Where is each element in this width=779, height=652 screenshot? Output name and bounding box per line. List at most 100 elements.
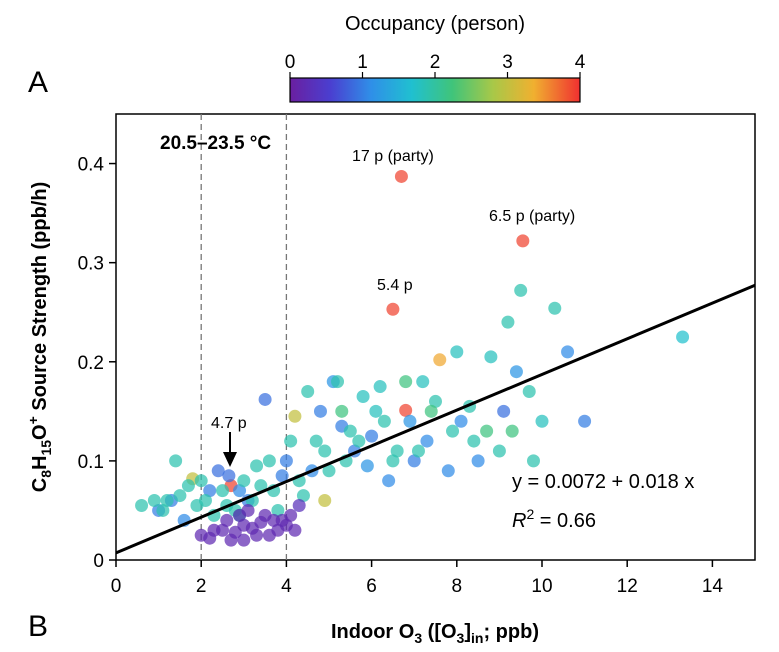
x-tick-label: 0 bbox=[111, 576, 122, 597]
data-point bbox=[147, 494, 161, 508]
data-point bbox=[331, 375, 345, 389]
data-point bbox=[267, 513, 281, 527]
data-point bbox=[535, 414, 549, 428]
colorbar-ticks: 0 1 2 3 4 bbox=[285, 52, 586, 78]
annotation-5-4p: 5.4 p bbox=[377, 277, 413, 294]
data-point bbox=[173, 489, 187, 503]
data-point bbox=[356, 389, 370, 403]
panel-label-b: B bbox=[28, 610, 49, 643]
data-point bbox=[578, 414, 592, 428]
data-point bbox=[254, 479, 268, 493]
panel-label-a: A bbox=[28, 66, 49, 99]
data-point bbox=[450, 345, 464, 359]
data-point bbox=[390, 444, 404, 458]
colorbar-title: Occupancy (person) bbox=[345, 13, 525, 35]
colorbar-tick-label: 0 bbox=[285, 52, 296, 73]
data-point bbox=[335, 404, 349, 418]
x-tick-label: 4 bbox=[281, 576, 292, 597]
r-squared: R2 = 0.66 bbox=[512, 506, 596, 532]
data-point bbox=[288, 409, 302, 423]
colorbar-tick-label: 4 bbox=[575, 52, 586, 73]
colorbar-tick-label: 3 bbox=[502, 52, 513, 73]
data-point bbox=[181, 479, 195, 493]
data-point bbox=[194, 474, 208, 488]
data-point bbox=[190, 498, 204, 512]
data-point bbox=[416, 375, 430, 389]
data-point bbox=[467, 434, 481, 448]
data-point bbox=[160, 494, 174, 508]
colorbar-tick-label: 1 bbox=[357, 52, 368, 73]
data-point bbox=[377, 414, 391, 428]
data-point bbox=[284, 434, 298, 448]
data-point bbox=[203, 484, 217, 498]
colorbar-tick-label: 2 bbox=[430, 52, 441, 73]
data-point bbox=[429, 394, 442, 408]
data-point bbox=[207, 523, 221, 537]
arrow-icon bbox=[223, 432, 237, 467]
y-axis-ticks: 0 0.1 0.2 0.3 0.4 bbox=[78, 155, 116, 572]
data-point bbox=[156, 503, 170, 517]
data-point bbox=[424, 404, 438, 418]
data-point bbox=[216, 484, 229, 498]
y-tick-label: 0 bbox=[93, 551, 104, 572]
data-point bbox=[394, 169, 408, 183]
data-point bbox=[292, 498, 306, 512]
y-tick-label: 0.3 bbox=[78, 254, 104, 275]
data-point bbox=[480, 424, 494, 438]
data-point bbox=[492, 444, 506, 458]
data-point bbox=[211, 464, 225, 478]
data-point bbox=[313, 404, 327, 418]
annotation-4-7p: 4.7 p bbox=[211, 415, 247, 432]
x-axis-label: Indoor O3 ([O3]in; ppb) bbox=[331, 621, 539, 646]
data-point bbox=[399, 375, 413, 389]
data-point bbox=[318, 444, 332, 458]
y-tick-label: 0.1 bbox=[78, 452, 104, 473]
data-point bbox=[237, 474, 251, 488]
fit-equation: y = 0.0072 + 0.018 x bbox=[512, 471, 694, 493]
data-point bbox=[407, 454, 421, 468]
data-point bbox=[505, 424, 519, 438]
data-point bbox=[222, 469, 236, 483]
data-point bbox=[433, 353, 447, 367]
data-point bbox=[301, 385, 315, 399]
y-tick-label: 0.2 bbox=[78, 353, 104, 374]
data-point bbox=[233, 484, 247, 498]
data-point bbox=[509, 365, 523, 379]
x-axis-ticks: 0 2 4 6 8 10 12 14 bbox=[111, 560, 723, 597]
data-point bbox=[250, 528, 264, 542]
data-point bbox=[250, 459, 264, 473]
data-point bbox=[318, 494, 332, 508]
colorbar: Occupancy (person) 0 1 2 3 4 bbox=[285, 13, 586, 103]
data-point bbox=[676, 330, 690, 344]
data-point bbox=[360, 459, 374, 473]
data-point bbox=[369, 404, 383, 418]
x-tick-label: 10 bbox=[531, 576, 552, 597]
data-point bbox=[365, 429, 379, 443]
data-point bbox=[516, 234, 530, 248]
data-points bbox=[135, 169, 690, 547]
data-point bbox=[522, 385, 536, 399]
data-point bbox=[284, 508, 298, 522]
data-point bbox=[279, 454, 293, 468]
data-point bbox=[471, 454, 485, 468]
data-point bbox=[526, 454, 540, 468]
data-point bbox=[271, 503, 285, 517]
data-point bbox=[514, 283, 528, 297]
data-point bbox=[441, 464, 455, 478]
data-point bbox=[548, 301, 562, 315]
data-point bbox=[497, 404, 511, 418]
x-tick-label: 8 bbox=[452, 576, 463, 597]
data-point bbox=[403, 414, 417, 428]
data-point bbox=[484, 350, 498, 364]
data-point bbox=[169, 454, 183, 468]
data-point bbox=[399, 403, 413, 417]
data-point bbox=[275, 469, 289, 483]
y-axis-label: C8H15O+ Source Strength (ppb/h) bbox=[25, 182, 54, 492]
data-point bbox=[352, 434, 366, 448]
data-point bbox=[262, 454, 276, 468]
data-point bbox=[322, 464, 336, 478]
data-point bbox=[258, 392, 272, 406]
annotation-6-5p-party: 6.5 p (party) bbox=[489, 208, 575, 225]
y-tick-label: 0.4 bbox=[78, 155, 105, 176]
